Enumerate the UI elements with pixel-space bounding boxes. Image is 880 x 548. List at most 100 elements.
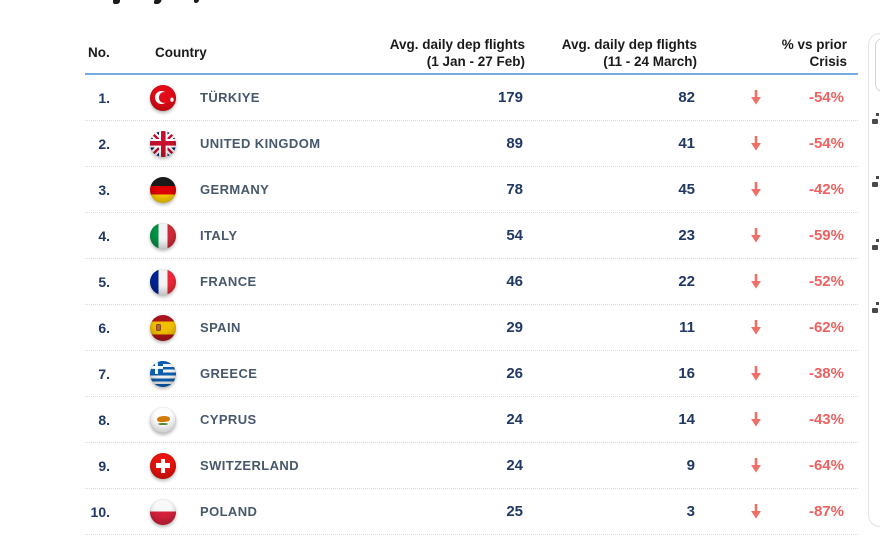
pct-cell: -87% (702, 503, 858, 520)
table-row[interactable]: 6. SPAIN 29 11 -62% (85, 305, 858, 351)
country-flag-icon (150, 498, 176, 525)
flights-jan-feb-value: 29 (506, 319, 523, 336)
pct-cell: -38% (702, 365, 858, 382)
rank-number: 1. (98, 89, 110, 106)
country-flag-icon (150, 406, 176, 433)
rank-number: 3. (98, 181, 110, 198)
flights-jan-feb-value: 46 (506, 273, 523, 290)
header-country: Country (155, 45, 207, 60)
cropped-side-panel (868, 33, 880, 527)
rank-number: 6. (98, 319, 110, 336)
country-flag-icon (150, 176, 176, 203)
pct-change-value: -62% (808, 319, 844, 336)
flights-jan-feb-value: 54 (506, 227, 523, 244)
down-arrow-icon (750, 136, 762, 151)
table-row[interactable]: 3. GERMANY 78 45 -42% (85, 167, 858, 213)
rank-number: 9. (98, 457, 110, 474)
flights-march-value: 82 (678, 89, 695, 106)
rank-number: 5. (98, 273, 110, 290)
flights-jan-feb-value: 24 (506, 411, 523, 428)
table-row[interactable]: 1. TÜRKIYE 179 82 -54% (85, 75, 858, 121)
flights-jan-feb-value: 89 (506, 135, 523, 152)
down-arrow-icon (750, 504, 762, 519)
cropped-title-fragment (194, 0, 199, 3)
country-name: ITALY (200, 228, 238, 243)
country-cell: FRANCE (130, 268, 370, 295)
pct-cell: -54% (702, 89, 858, 106)
cropped-title-fragment (113, 0, 120, 4)
pct-cell: -64% (702, 457, 858, 474)
flights-jan-feb-value: 78 (506, 181, 523, 198)
pct-change-value: -42% (808, 181, 844, 198)
pct-change-value: -59% (808, 227, 844, 244)
country-flights-table: No. Country Avg. daily dep flights (1 Ja… (85, 32, 858, 535)
rank-number: 10. (90, 503, 110, 520)
country-name: GREECE (200, 366, 258, 381)
rank-number: 8. (98, 411, 110, 428)
flights-march-value: 23 (678, 227, 695, 244)
flights-jan-feb-value: 25 (506, 503, 523, 520)
flights-march-value: 11 (679, 319, 695, 336)
flights-jan-feb-value: 26 (506, 365, 523, 382)
country-cell: GERMANY (130, 176, 370, 203)
header-pct-vs-crisis: % vs prior Crisis (781, 36, 847, 69)
cropped-side-panel-chip (875, 38, 880, 92)
country-cell: UNITED KINGDOM (130, 130, 370, 157)
cropped-side-label-fragment (872, 302, 879, 313)
country-cell: SWITZERLAND (130, 452, 370, 479)
table-row[interactable]: 5. FRANCE 46 22 -52% (85, 259, 858, 305)
pct-change-value: -54% (808, 135, 844, 152)
table-row[interactable]: 10. POLAND 25 3 -87% (85, 489, 858, 535)
country-name: CYPRUS (200, 412, 257, 427)
pct-cell: -43% (702, 411, 858, 428)
down-arrow-icon (750, 90, 762, 105)
down-arrow-icon (750, 366, 762, 381)
rank-number: 2. (98, 135, 110, 152)
table-row[interactable]: 2. UNITED KINGDOM 89 41 -54% (85, 121, 858, 167)
header-flights-march: Avg. daily dep flights (11 - 24 March) (561, 36, 697, 69)
flights-jan-feb-value: 24 (506, 457, 523, 474)
country-name: SPAIN (200, 320, 241, 335)
pct-change-value: -87% (808, 503, 844, 520)
rank-number: 7. (98, 365, 110, 382)
table-row[interactable]: 9. SWITZERLAND 24 9 -64% (85, 443, 858, 489)
pct-change-value: -64% (808, 457, 844, 474)
cropped-side-label-fragment (872, 113, 879, 124)
country-cell: ITALY (130, 222, 370, 249)
down-arrow-icon (750, 458, 762, 473)
pct-cell: -52% (702, 273, 858, 290)
country-cell: POLAND (130, 498, 370, 525)
flights-march-value: 3 (686, 503, 695, 520)
country-flag-icon (150, 222, 176, 249)
country-name: POLAND (200, 504, 258, 519)
table-row[interactable]: 8. CYPRUS 24 14 -43% (85, 397, 858, 443)
country-cell: GREECE (130, 360, 370, 387)
down-arrow-icon (750, 228, 762, 243)
pct-change-value: -52% (808, 273, 844, 290)
flights-march-value: 9 (686, 457, 695, 474)
table-header-row: No. Country Avg. daily dep flights (1 Ja… (85, 32, 858, 75)
country-name: GERMANY (200, 182, 270, 197)
country-flag-icon (150, 130, 176, 157)
country-flag-icon (150, 84, 176, 111)
table-body: 1. TÜRKIYE 179 82 -54% 2. UNITED KINGDOM… (85, 75, 858, 535)
table-row[interactable]: 4. ITALY 54 23 -59% (85, 213, 858, 259)
flights-march-value: 16 (678, 365, 695, 382)
country-flag-icon (150, 360, 176, 387)
table-row[interactable]: 7. GREECE 26 16 -38% (85, 351, 858, 397)
country-name: UNITED KINGDOM (200, 136, 321, 151)
pct-cell: -59% (702, 227, 858, 244)
cropped-side-label-fragment (872, 176, 879, 187)
rank-number: 4. (98, 227, 110, 244)
country-flag-icon (150, 314, 176, 341)
country-name: TÜRKIYE (200, 90, 260, 105)
down-arrow-icon (750, 274, 762, 289)
pct-cell: -62% (702, 319, 858, 336)
country-cell: SPAIN (130, 314, 370, 341)
pct-change-value: -38% (808, 365, 844, 382)
pct-change-value: -43% (808, 411, 844, 428)
down-arrow-icon (750, 412, 762, 427)
flights-march-value: 14 (678, 411, 695, 428)
pct-cell: -42% (702, 181, 858, 198)
country-flag-icon (150, 268, 176, 295)
